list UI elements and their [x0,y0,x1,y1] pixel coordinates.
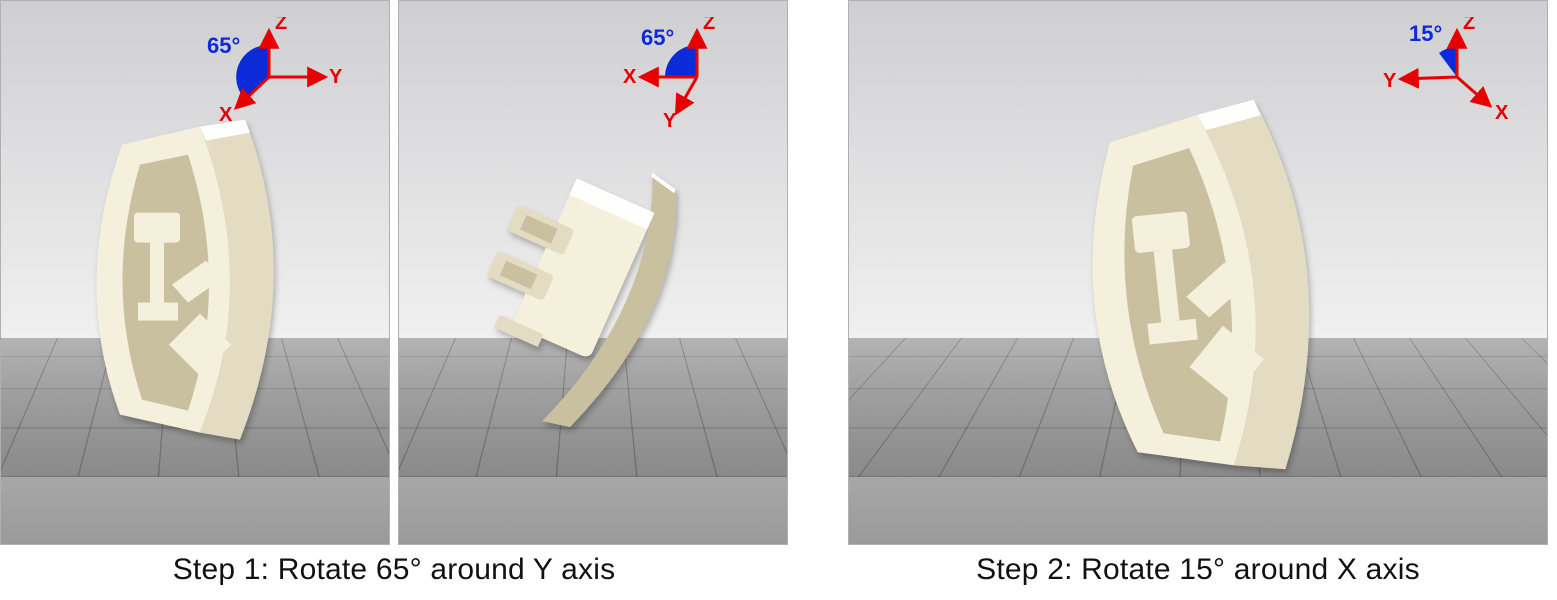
model-step2[interactable] [1072,98,1352,478]
step2-panels: Z Y X 15° [848,0,1548,545]
viewport-step2[interactable]: Z Y X 15° [848,0,1548,545]
step2-group: Z Y X 15° Step 2: Rotate 15° around X ax… [848,0,1548,600]
step1-group: Z Y X 65° [0,0,788,600]
step1-panels: Z Y X 65° [0,0,788,545]
model-step1b[interactable] [478,124,708,454]
step1-caption: Step 1: Rotate 65° around Y axis [173,553,616,587]
model-step1a[interactable] [80,114,310,444]
step2-caption: Step 2: Rotate 15° around X axis [976,553,1420,587]
viewport-step1a[interactable]: Z Y X 65° [0,0,390,545]
viewport-step1b[interactable]: Z X Y 65° [398,0,788,545]
